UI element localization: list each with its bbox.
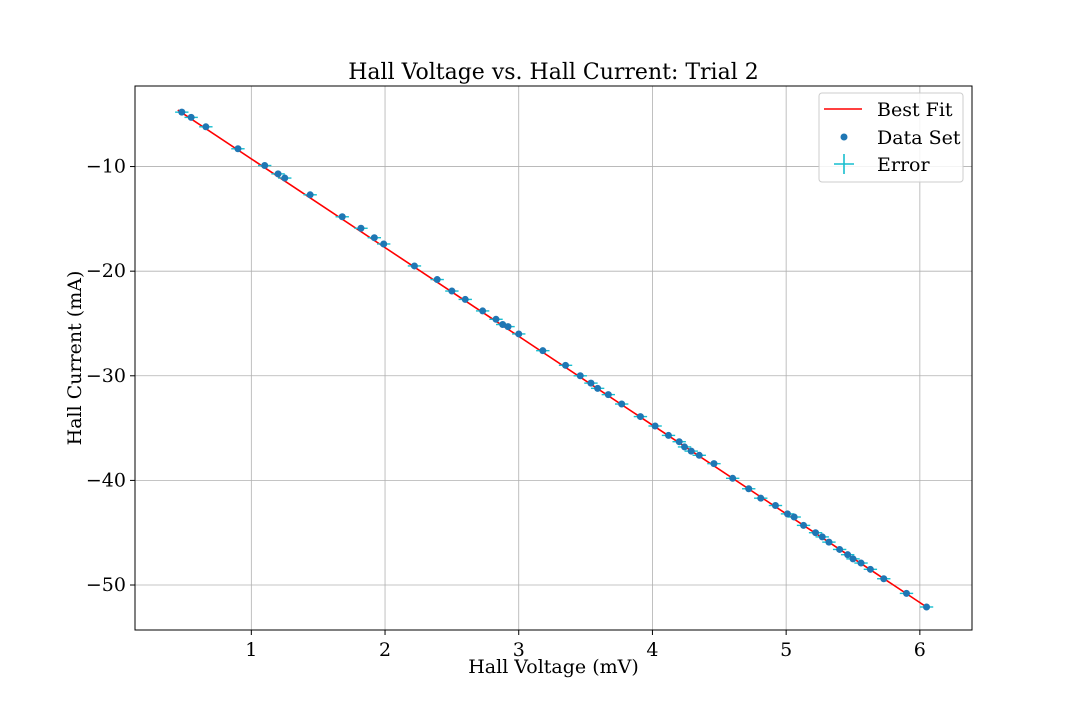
data-point [479,307,487,315]
legend-box [818,92,964,183]
x-tick-label: 6 [914,639,926,661]
data-point [618,400,626,408]
data-point [380,240,388,248]
data-point [664,431,672,439]
legend: Best Fit Data Set Error [818,92,964,183]
data-point [745,485,753,493]
data-point [576,372,584,380]
data-point [261,162,269,170]
data-point [515,330,523,338]
data-point [783,510,791,518]
data-point [636,413,644,421]
data-point [281,174,289,182]
data-point [594,384,602,392]
x-tick-label: 1 [245,639,257,661]
y-tick-label: −40 [86,469,126,491]
chart-title: Hall Voltage vs. Hall Current: Trial 2 [348,60,758,85]
data-point [357,224,365,232]
data-point [729,474,737,482]
data-point [504,323,512,331]
x-tick-label: 2 [379,639,391,661]
y-axis-label: Hall Current (mA) [64,271,86,446]
legend-data-set-swatch [840,133,848,141]
data-point [562,361,570,369]
x-axis-label: Hall Voltage (mV) [468,656,639,678]
data-point [880,575,888,583]
data-point [844,551,852,559]
data-point [306,191,314,199]
data-point [818,533,826,541]
data-point [866,565,874,573]
data-point [681,443,689,451]
data-point [902,589,910,597]
data-point [539,347,547,355]
data-point [338,213,346,221]
data-point [433,276,441,284]
x-tick-label: 4 [646,639,658,661]
legend-label-best-fit: Best Fit [877,99,953,121]
data-point [448,287,456,295]
data-point [825,538,833,546]
y-tick-label: −50 [86,574,126,596]
x-tick-label: 3 [513,639,525,661]
data-point [492,315,500,323]
y-tick-label: −20 [86,260,126,282]
data-point [604,391,612,399]
y-tick-label: −30 [86,365,126,387]
data-point [695,451,703,459]
data-point [849,555,857,563]
data-point [234,145,242,153]
data-point [499,321,507,329]
data-point [370,234,378,242]
plot-frame [134,85,973,631]
data-point [461,295,469,303]
axis-ticks: 1 2 3 4 5 6 −10 −20 −30 −40 −50 [86,156,926,661]
data-point [757,494,765,502]
y-tick-label: −10 [86,156,126,178]
data-point [410,262,418,270]
data-point [800,521,808,529]
data-points [178,108,931,611]
data-point [710,460,718,468]
legend-error-swatch [834,154,854,174]
data-point [790,513,798,521]
x-tick-label: 5 [780,639,792,661]
legend-label-error: Error [877,154,930,176]
data-point [812,529,820,537]
data-point [202,123,210,131]
data-point [274,170,282,178]
data-point [187,113,195,121]
data-point [836,545,844,553]
data-point [178,108,186,116]
data-point [587,379,595,387]
data-point [857,559,865,567]
data-point [687,447,695,455]
data-point [771,502,779,510]
data-point [923,603,931,611]
data-point [675,438,683,446]
data-point [651,422,659,430]
legend-label-data-set: Data Set [877,127,961,149]
